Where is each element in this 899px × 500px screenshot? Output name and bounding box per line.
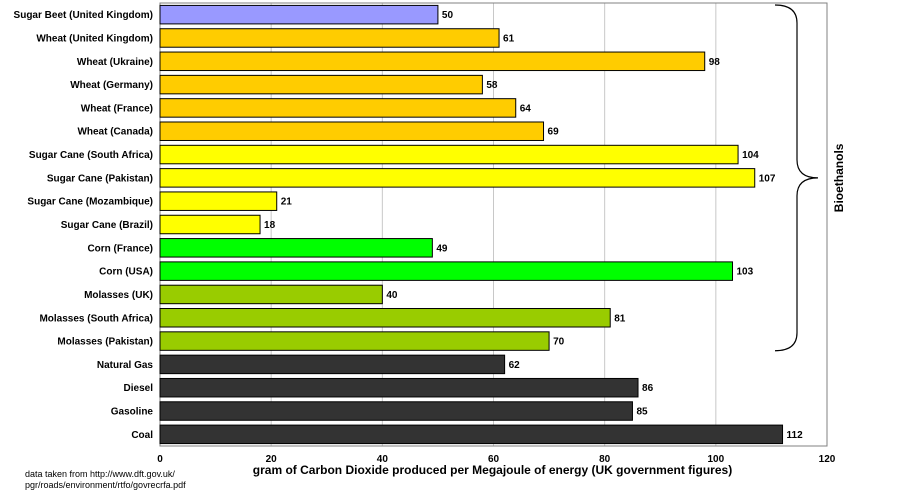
category-label: Wheat (France) <box>81 103 153 114</box>
bioethanols-brace: Bioethanols <box>774 4 846 352</box>
category-labels: Sugar Beet (United Kingdom) Wheat (United… <box>14 10 154 441</box>
bar <box>159 377 639 398</box>
data-label: 85 <box>636 407 648 418</box>
x-axis-title: gram of Carbon Dioxide produced per Mega… <box>253 463 732 477</box>
bar <box>159 238 433 258</box>
data-label: 98 <box>709 57 721 68</box>
bar <box>159 424 784 445</box>
category-label: Sugar Cane (Pakistan) <box>47 173 153 184</box>
data-label: 62 <box>509 360 521 371</box>
data-label: 112 <box>787 430 804 441</box>
x-tick-labels: 0 20 40 60 80 100 120 <box>157 454 836 465</box>
x-tick-label: 120 <box>819 454 836 465</box>
source-note: data taken from http://www.dft.gov.uk/ p… <box>25 469 186 491</box>
x-tick-label: 40 <box>377 454 389 465</box>
category-label: Sugar Cane (South Africa) <box>29 150 153 161</box>
bar <box>159 168 756 188</box>
data-label: 21 <box>281 197 293 208</box>
x-tick-label: 20 <box>266 454 278 465</box>
bar <box>159 191 278 211</box>
bar <box>159 51 706 72</box>
x-tick-label: 60 <box>488 454 500 465</box>
x-tick-label: 0 <box>157 454 163 465</box>
group-label: Bioethanols <box>832 143 846 212</box>
category-label: Diesel <box>124 383 154 394</box>
data-label: 86 <box>642 383 654 394</box>
category-label: Sugar Beet (United Kingdom) <box>14 10 153 21</box>
category-label: Molasses (South Africa) <box>39 313 153 324</box>
source-note-line1: data taken from http://www.dft.gov.uk/ <box>25 469 175 479</box>
bar <box>159 121 545 141</box>
category-label: Sugar Cane (Brazil) <box>61 220 153 231</box>
category-label: Corn (USA) <box>99 267 153 278</box>
bars <box>159 4 784 445</box>
data-label: 70 <box>553 337 565 348</box>
data-label: 50 <box>442 10 454 21</box>
bar <box>159 98 517 118</box>
bar <box>159 214 261 235</box>
category-label: Wheat (United Kingdom) <box>36 33 153 44</box>
bar <box>159 331 550 351</box>
data-label: 69 <box>548 127 560 138</box>
category-label: Wheat (Canada) <box>77 127 153 138</box>
bar <box>159 261 734 281</box>
category-label: Molasses (UK) <box>84 290 153 301</box>
data-label: 61 <box>503 33 515 44</box>
bar <box>159 144 739 165</box>
category-label: Coal <box>131 430 153 441</box>
category-label: Molasses (Pakistan) <box>57 337 153 348</box>
x-tick-label: 80 <box>599 454 611 465</box>
data-label: 64 <box>520 103 532 114</box>
data-label: 40 <box>386 290 398 301</box>
bar <box>159 308 611 328</box>
data-label: 58 <box>486 80 498 91</box>
bar <box>159 284 383 305</box>
data-label: 81 <box>614 313 626 324</box>
bar <box>159 4 439 25</box>
category-label: Corn (France) <box>87 243 153 254</box>
data-label: 104 <box>742 150 759 161</box>
category-label: Natural Gas <box>97 360 154 371</box>
bar <box>159 354 506 375</box>
data-label: 103 <box>737 267 754 278</box>
category-label: Gasoline <box>111 407 154 418</box>
data-label: 18 <box>264 220 276 231</box>
bar <box>159 401 633 421</box>
brace-path <box>774 4 819 352</box>
category-label: Wheat (Ukraine) <box>77 57 153 68</box>
category-label: Wheat (Germany) <box>70 80 153 91</box>
x-tick-label: 100 <box>707 454 724 465</box>
data-label: 107 <box>759 173 776 184</box>
source-note-line2: pgr/roads/environment/rtfo/govrecrfa.pdf <box>25 480 186 490</box>
bar <box>159 74 483 95</box>
category-label: Sugar Cane (Mozambique) <box>27 197 153 208</box>
value-labels: 50 61 98 58 64 69 104 107 21 18 49 103 40 81 70 62 86 85 1… <box>264 10 803 441</box>
bar <box>159 28 500 48</box>
data-label: 49 <box>436 243 448 254</box>
